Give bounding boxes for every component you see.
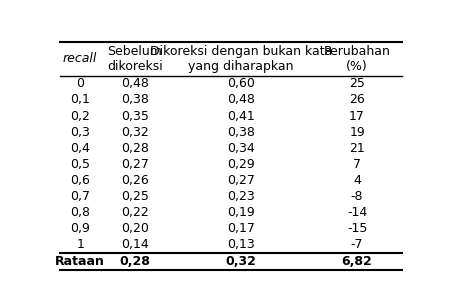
- Text: Dikoreksi dengan bukan kata
yang diharapkan: Dikoreksi dengan bukan kata yang diharap…: [150, 45, 332, 73]
- Text: 0,13: 0,13: [227, 238, 255, 251]
- Text: 0,1: 0,1: [70, 93, 90, 107]
- Text: 0,7: 0,7: [70, 190, 90, 203]
- Text: 17: 17: [349, 110, 365, 122]
- Text: 0,17: 0,17: [227, 222, 255, 235]
- Text: 0,27: 0,27: [121, 158, 149, 171]
- Text: 0,6: 0,6: [70, 174, 90, 187]
- Text: 26: 26: [349, 93, 365, 107]
- Text: 0,29: 0,29: [227, 158, 255, 171]
- Text: recall: recall: [63, 52, 98, 65]
- Text: 0,34: 0,34: [227, 142, 255, 155]
- Text: 0,25: 0,25: [121, 190, 149, 203]
- Text: 7: 7: [353, 158, 361, 171]
- Text: -7: -7: [351, 238, 363, 251]
- Text: 0,9: 0,9: [70, 222, 90, 235]
- Text: 0,22: 0,22: [121, 206, 149, 219]
- Text: 0,4: 0,4: [70, 142, 90, 155]
- Text: 0,5: 0,5: [70, 158, 90, 171]
- Text: 6,82: 6,82: [342, 255, 373, 268]
- Text: 4: 4: [353, 174, 361, 187]
- Text: 25: 25: [349, 77, 365, 90]
- Text: 0,20: 0,20: [121, 222, 149, 235]
- Text: 0,8: 0,8: [70, 206, 90, 219]
- Text: 0,2: 0,2: [70, 110, 90, 122]
- Text: 0,3: 0,3: [70, 126, 90, 138]
- Text: 0,26: 0,26: [121, 174, 149, 187]
- Text: 0,48: 0,48: [227, 93, 255, 107]
- Text: -8: -8: [351, 190, 363, 203]
- Text: 0: 0: [76, 77, 84, 90]
- Text: 1: 1: [76, 238, 84, 251]
- Text: 0,48: 0,48: [121, 77, 149, 90]
- Text: 0,32: 0,32: [121, 126, 149, 138]
- Text: Rataan: Rataan: [55, 255, 105, 268]
- Text: 0,41: 0,41: [227, 110, 255, 122]
- Text: 19: 19: [349, 126, 365, 138]
- Text: 0,38: 0,38: [227, 126, 255, 138]
- Text: 0,38: 0,38: [121, 93, 149, 107]
- Text: 0,60: 0,60: [227, 77, 255, 90]
- Text: 0,28: 0,28: [121, 142, 149, 155]
- Text: -14: -14: [347, 206, 367, 219]
- Text: 0,14: 0,14: [121, 238, 149, 251]
- Text: 0,27: 0,27: [227, 174, 255, 187]
- Text: -15: -15: [347, 222, 367, 235]
- Text: 0,35: 0,35: [121, 110, 149, 122]
- Text: 0,28: 0,28: [120, 255, 150, 268]
- Text: 0,23: 0,23: [227, 190, 255, 203]
- Text: Sebelum
dikoreksi: Sebelum dikoreksi: [107, 45, 163, 73]
- Text: 0,32: 0,32: [225, 255, 256, 268]
- Text: Perubahan
(%): Perubahan (%): [324, 45, 391, 73]
- Text: 0,19: 0,19: [227, 206, 255, 219]
- Text: 21: 21: [349, 142, 365, 155]
